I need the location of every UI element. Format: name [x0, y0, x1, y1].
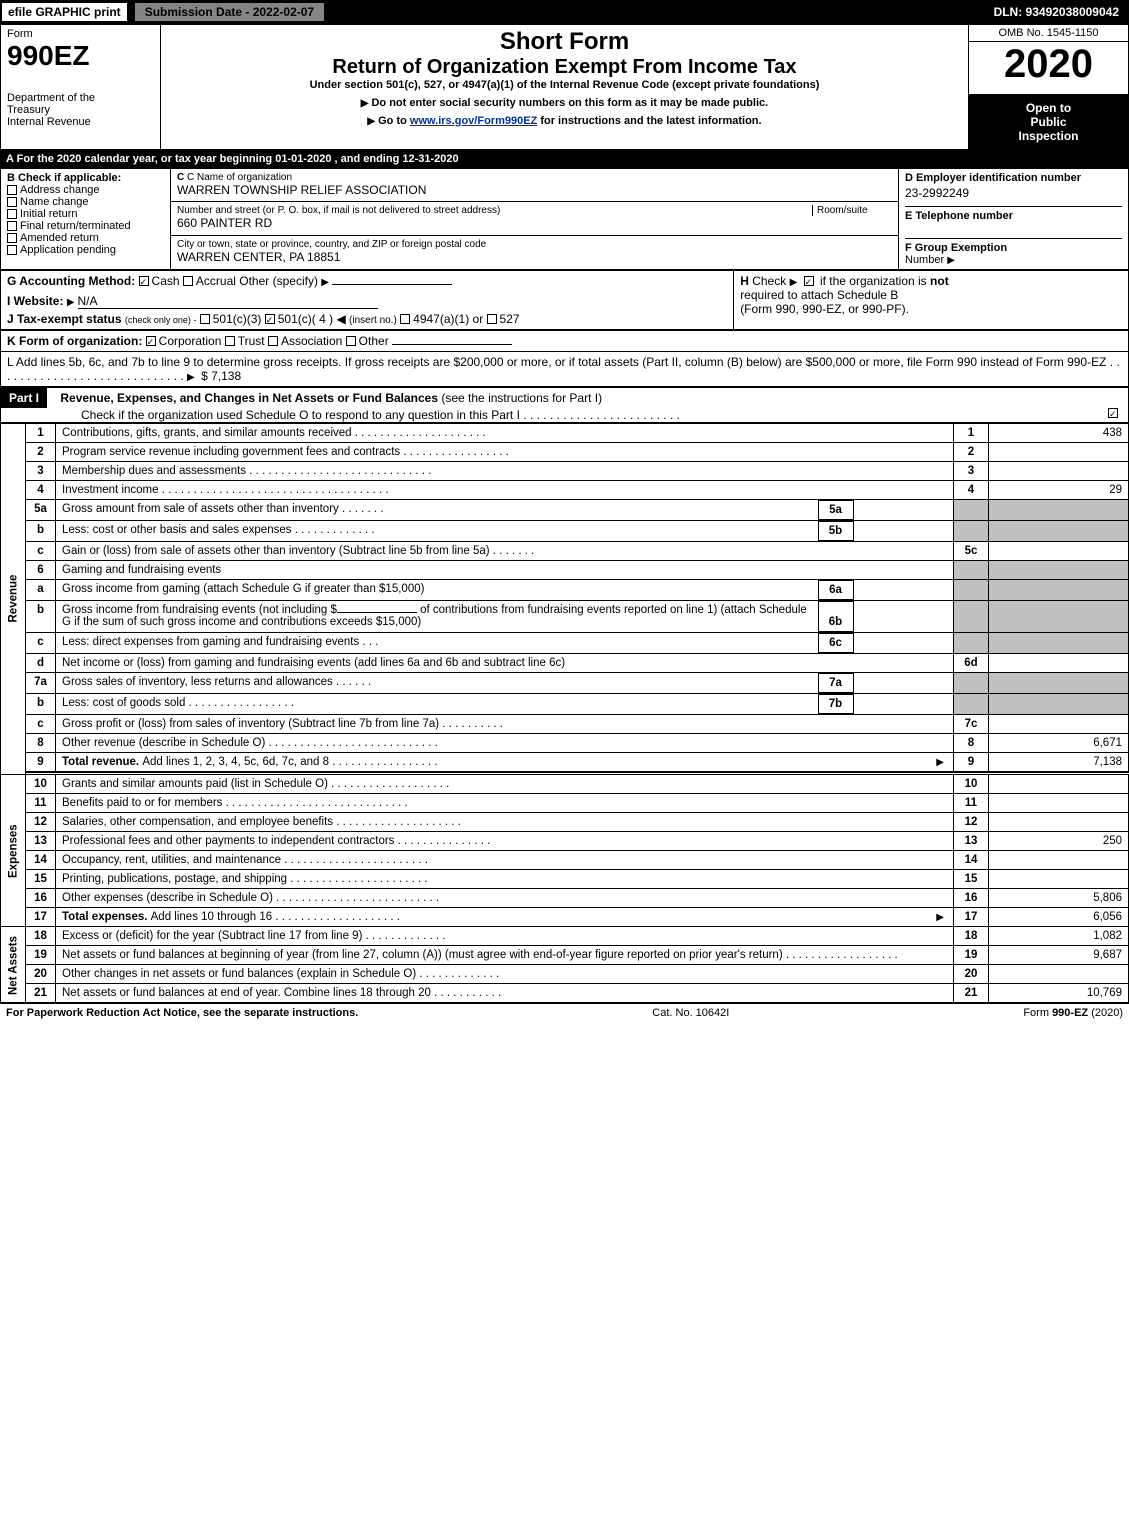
under-section: Under section 501(c), 527, or 4947(a)(1)…: [167, 79, 962, 91]
chk-amended[interactable]: Amended return: [7, 232, 164, 244]
chk-cash[interactable]: [139, 276, 149, 286]
inspection: Inspection: [975, 129, 1122, 143]
ein-value: 23-2992249: [905, 184, 1122, 206]
public: Public: [975, 115, 1122, 129]
chk-accrual[interactable]: [183, 276, 193, 286]
footer-left: For Paperwork Reduction Act Notice, see …: [6, 1007, 358, 1019]
footer-center: Cat. No. 10642I: [652, 1007, 729, 1019]
revenue-label: Revenue: [1, 423, 26, 775]
chk-schedule-o[interactable]: [1108, 408, 1118, 418]
top-bar: efile GRAPHIC print Submission Date - 20…: [0, 0, 1129, 24]
chk-initial[interactable]: Initial return: [7, 208, 164, 220]
box-h-label: H: [740, 274, 749, 288]
room-label: Room/suite: [812, 205, 892, 216]
tax-year: 2020: [969, 42, 1128, 87]
box-f-number: Number: [905, 254, 1122, 266]
expenses-label: Expenses: [1, 775, 26, 927]
chk-527[interactable]: [487, 314, 497, 324]
chk-address[interactable]: Address change: [7, 184, 164, 196]
dln-label: DLN: 93492038009042: [984, 3, 1129, 21]
box-d-label: D Employer identification number: [905, 172, 1122, 184]
section-a: A For the 2020 calendar year, or tax yea…: [0, 150, 1129, 168]
box-i-label: I Website:: [7, 294, 63, 308]
box-j-label: J Tax-exempt status: [7, 312, 122, 326]
box-k-label: K Form of organization:: [7, 334, 142, 348]
part1-title: Revenue, Expenses, and Changes in Net As…: [50, 391, 438, 405]
form-header-table: Form 990EZ Department of the Treasury In…: [0, 24, 1129, 150]
box-b-title: B Check if applicable:: [7, 172, 164, 184]
short-form-title: Short Form: [167, 28, 962, 56]
box-c-name-label: C C Name of organization: [177, 172, 892, 183]
box-g-label: G Accounting Method:: [7, 274, 135, 288]
chk-4947[interactable]: [400, 314, 410, 324]
org-info-table: B Check if applicable: Address change Na…: [0, 168, 1129, 270]
part1-label: Part I: [1, 388, 47, 408]
submission-date: Submission Date - 2022-02-07: [133, 1, 326, 23]
street-value: 660 PAINTER RD: [177, 216, 892, 230]
dept-line2: Treasury: [7, 104, 154, 116]
chk-501c3[interactable]: [200, 314, 210, 324]
efile-label: efile GRAPHIC print: [0, 1, 129, 23]
netassets-label: Net Assets: [1, 927, 26, 1003]
box-l-value: $ 7,138: [201, 369, 241, 383]
chk-final[interactable]: Final return/terminated: [7, 220, 164, 232]
city-value: WARREN CENTER, PA 18851: [177, 250, 892, 264]
part1-checkline: Check if the organization used Schedule …: [81, 408, 520, 422]
box-e-label: E Telephone number: [905, 206, 1122, 222]
chk-trust[interactable]: [225, 336, 235, 346]
no-ssn-warning: Do not enter social security numbers on …: [167, 97, 962, 109]
city-label: City or town, state or province, country…: [177, 239, 892, 250]
form-label: Form: [7, 28, 154, 40]
part1-see: (see the instructions for Part I): [441, 391, 602, 405]
chk-other[interactable]: [346, 336, 356, 346]
irs-link[interactable]: www.irs.gov/Form990EZ: [410, 115, 537, 127]
box-l-text: L Add lines 5b, 6c, and 7b to line 9 to …: [7, 355, 1106, 369]
form-number: 990EZ: [7, 40, 154, 72]
chk-assoc[interactable]: [268, 336, 278, 346]
return-title: Return of Organization Exempt From Incom…: [167, 56, 962, 79]
chk-name[interactable]: Name change: [7, 196, 164, 208]
open-to: Open to: [975, 101, 1122, 115]
footer-right: Form 990-EZ (2020): [1023, 1007, 1123, 1019]
dept-line3: Internal Revenue: [7, 116, 154, 128]
website-value: N/A: [78, 294, 378, 309]
box-k-table: K Form of organization: Corporation Trus…: [0, 330, 1129, 387]
dept-line1: Department of the: [7, 92, 154, 104]
org-name: WARREN TOWNSHIP RELIEF ASSOCIATION: [177, 183, 892, 197]
chk-schedule-b[interactable]: [804, 276, 814, 286]
accounting-table: G Accounting Method: Cash Accrual Other …: [0, 270, 1129, 330]
footer: For Paperwork Reduction Act Notice, see …: [0, 1003, 1129, 1022]
chk-pending[interactable]: Application pending: [7, 244, 164, 256]
box-f-label: F Group Exemption: [905, 238, 1122, 254]
chk-501c[interactable]: [265, 314, 275, 324]
street-label: Number and street (or P. O. box, if mail…: [177, 205, 812, 216]
goto-instruction: Go to www.irs.gov/Form990EZ for instruct…: [167, 115, 962, 127]
chk-corp[interactable]: [146, 336, 156, 346]
omb-number: OMB No. 1545-1150: [969, 25, 1128, 42]
part1-lines-table: Revenue 1Contributions, gifts, grants, a…: [0, 423, 1129, 1004]
part1-header-table: Part I Revenue, Expenses, and Changes in…: [0, 387, 1129, 423]
